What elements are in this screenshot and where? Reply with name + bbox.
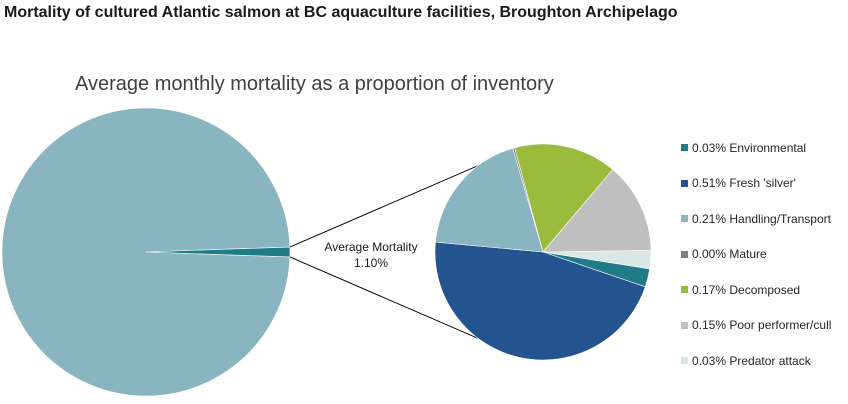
legend-label: 0.51% Fresh 'silver' xyxy=(692,176,796,191)
legend: 0.03% Environmental 0.51% Fresh 'silver' 0… xyxy=(681,130,846,379)
legend-label: 0.17% Decomposed xyxy=(692,282,801,297)
legend-item: 0.51% Fresh 'silver' xyxy=(681,166,846,202)
legend-item: 0.00% Mature xyxy=(681,237,846,273)
legend-label: 0.15% Poor performer/cull xyxy=(692,318,832,333)
legend-label: 0.00% Mature xyxy=(692,247,767,262)
callout-label-text: Average Mortality xyxy=(324,240,417,254)
callout-value-text: 1.10% xyxy=(354,256,388,270)
legend-item: 0.03% Environmental xyxy=(681,130,846,166)
breakdown-slice-4 xyxy=(514,143,614,253)
breakdown-slice-5 xyxy=(542,169,652,253)
legend-label: 0.21% Handling/Transport xyxy=(692,211,831,226)
legend-swatch xyxy=(681,179,688,187)
main-pie xyxy=(1,107,291,397)
legend-swatch xyxy=(681,215,688,223)
legend-swatch xyxy=(681,357,688,365)
breakdown-slice-6 xyxy=(542,250,652,270)
legend-swatch xyxy=(681,250,688,258)
main-pie-slice-remainder xyxy=(1,107,291,397)
legend-item: 0.03% Predator attack xyxy=(681,343,846,379)
legend-swatch xyxy=(681,286,688,294)
legend-label: 0.03% Predator attack xyxy=(692,353,811,368)
callout-label: Average Mortality 1.10% xyxy=(324,240,417,270)
page-title: Mortality of cultured Atlantic salmon at… xyxy=(4,4,678,21)
legend-label: 0.03% Environmental xyxy=(692,140,807,155)
legend-item: 0.15% Poor performer/cull xyxy=(681,308,846,344)
chart-subtitle: Average monthly mortality as a proportio… xyxy=(75,73,554,95)
breakdown-slice-1 xyxy=(434,241,646,361)
legend-swatch xyxy=(681,321,688,329)
main-pie-slice-mortality xyxy=(145,246,291,258)
breakdown-pie xyxy=(434,143,652,361)
legend-item: 0.21% Handling/Transport xyxy=(681,201,846,237)
legend-swatch xyxy=(681,144,688,152)
legend-item: 0.17% Decomposed xyxy=(681,272,846,308)
breakdown-slice-2 xyxy=(435,147,544,253)
